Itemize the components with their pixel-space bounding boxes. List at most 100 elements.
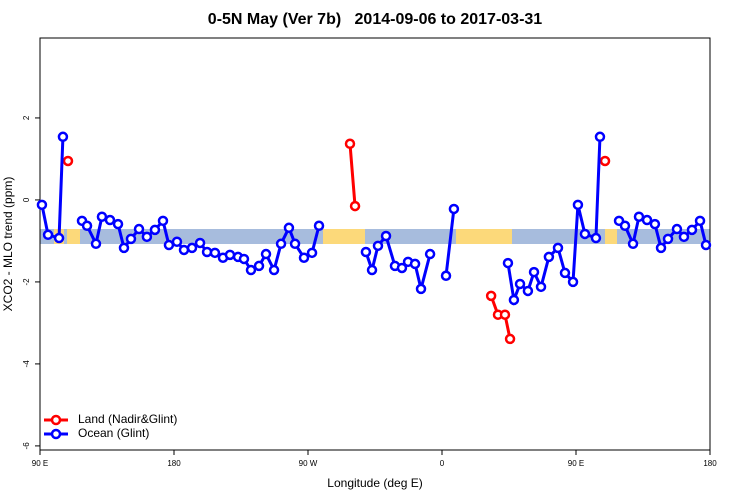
point	[313, 220, 325, 232]
land-band	[323, 229, 365, 244]
point	[163, 239, 175, 251]
ocean-band	[40, 229, 710, 244]
point	[694, 215, 706, 227]
point	[579, 228, 591, 240]
legend-label: Land (Nadir&Glint)	[78, 412, 177, 426]
point	[415, 283, 427, 295]
point	[81, 220, 93, 232]
point	[372, 240, 384, 252]
point	[360, 246, 372, 258]
point	[485, 290, 497, 302]
land-band	[456, 229, 512, 244]
point	[409, 258, 421, 270]
legend-marker	[50, 428, 62, 440]
legend-marker	[50, 414, 62, 426]
y-axis-label: XCO2 - MLO trend (ppm)	[1, 177, 15, 312]
x-tick-label: 90 E	[568, 459, 584, 468]
point	[36, 199, 48, 211]
point	[567, 276, 579, 288]
point	[440, 270, 452, 282]
point	[42, 229, 54, 241]
point	[508, 294, 520, 306]
point	[590, 232, 602, 244]
point	[641, 214, 653, 226]
point	[141, 231, 153, 243]
point	[171, 236, 183, 247]
point	[289, 238, 301, 250]
point	[238, 253, 250, 265]
point	[283, 222, 295, 234]
point	[90, 238, 102, 250]
point	[178, 244, 190, 256]
point	[157, 215, 169, 227]
x-axis-label: Longitude (deg E)	[327, 476, 422, 490]
point	[543, 251, 555, 263]
point	[514, 278, 526, 290]
surface-band	[40, 229, 710, 244]
point	[627, 238, 639, 250]
point	[344, 138, 356, 150]
point	[396, 262, 408, 274]
point	[700, 239, 712, 251]
point	[380, 230, 392, 242]
x-tick-label: 90 W	[299, 459, 318, 468]
point	[349, 200, 361, 212]
point	[559, 267, 571, 279]
point	[245, 264, 257, 276]
point	[678, 231, 690, 243]
point	[275, 238, 287, 250]
point	[619, 220, 631, 232]
point	[633, 211, 645, 222]
land-band	[67, 229, 80, 244]
y-tick-label: 2	[22, 115, 31, 120]
point	[209, 247, 221, 259]
point	[96, 211, 108, 222]
point	[194, 237, 206, 249]
point	[499, 309, 511, 320]
point	[528, 266, 540, 278]
point	[118, 242, 130, 254]
point	[366, 264, 378, 276]
legend-label: Ocean (Glint)	[78, 426, 149, 440]
point	[572, 199, 584, 211]
y-tick-label: -4	[22, 360, 31, 368]
y-tick-label: 0	[22, 197, 31, 202]
point	[186, 242, 198, 254]
point	[133, 223, 145, 235]
point	[253, 260, 265, 272]
point	[306, 247, 318, 259]
point	[655, 242, 667, 254]
x-tick-label: 180	[703, 459, 717, 468]
point	[224, 249, 236, 261]
point	[671, 223, 683, 235]
point	[686, 224, 698, 236]
point	[535, 281, 547, 293]
point	[57, 131, 69, 143]
point	[504, 333, 516, 345]
chart-title: 0-5N May (Ver 7b) 2014-09-06 to 2017-03-…	[208, 11, 543, 28]
point	[594, 131, 606, 143]
land-band	[605, 229, 617, 244]
point	[112, 218, 124, 230]
point	[260, 248, 272, 260]
y-tick-label: -6	[22, 442, 31, 450]
x-tick-label: 180	[167, 459, 181, 468]
point	[53, 232, 65, 244]
point	[649, 218, 661, 230]
point	[502, 257, 514, 269]
y-tick-label: -2	[22, 278, 31, 286]
point	[662, 233, 674, 245]
point	[424, 248, 436, 260]
point	[125, 233, 137, 245]
point	[268, 264, 280, 276]
point	[298, 252, 310, 263]
x-tick-label: 90 E	[32, 459, 48, 468]
point	[149, 224, 161, 236]
point	[104, 214, 116, 226]
x-tick-label: 0	[440, 459, 445, 468]
point	[599, 155, 611, 167]
point	[448, 203, 460, 215]
point	[62, 155, 74, 167]
point	[552, 242, 564, 254]
